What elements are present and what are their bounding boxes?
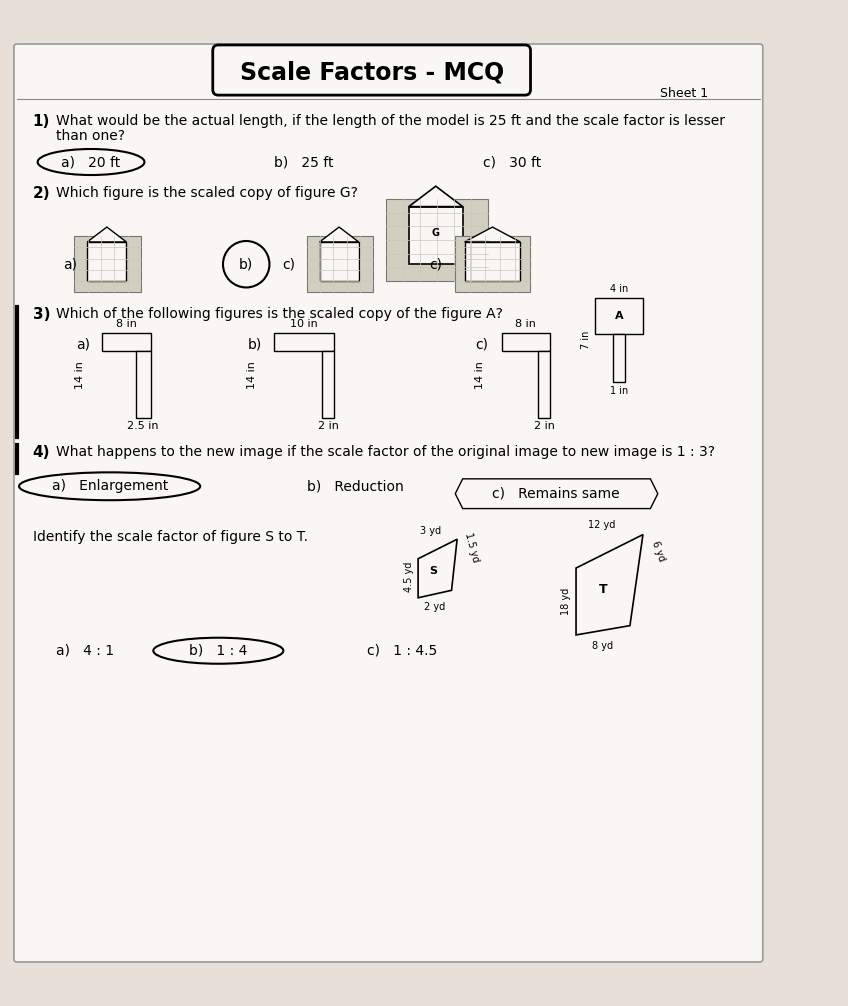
Text: 2.5 in: 2.5 in (127, 422, 159, 432)
Bar (87, 241, 126, 281)
Text: Which of the following figures is the scaled copy of the figure A?: Which of the following figures is the sc… (56, 307, 503, 321)
Text: c): c) (429, 258, 443, 272)
Text: 6 yd: 6 yd (650, 539, 667, 563)
Text: b)   1 : 4: b) 1 : 4 (189, 644, 248, 658)
Text: c)   Remains same: c) Remains same (492, 487, 619, 501)
Text: 14 in: 14 in (75, 361, 86, 389)
Polygon shape (320, 227, 359, 241)
Bar (103, 333, 150, 351)
Text: What happens to the new image if the scale factor of the original image to new i: What happens to the new image if the sca… (56, 446, 715, 460)
Text: c)   30 ft: c) 30 ft (483, 155, 541, 169)
Text: 8 yd: 8 yd (593, 641, 614, 651)
Text: a): a) (64, 258, 77, 272)
Text: 4 in: 4 in (610, 284, 628, 294)
Text: c): c) (282, 258, 295, 272)
Text: 1 in: 1 in (610, 386, 628, 396)
Bar (465, 241, 521, 281)
Bar (613, 334, 625, 382)
Text: b)   Reduction: b) Reduction (307, 479, 404, 493)
Polygon shape (576, 534, 643, 635)
Circle shape (223, 241, 270, 288)
Ellipse shape (37, 149, 144, 175)
Text: c)   1 : 4.5: c) 1 : 4.5 (367, 644, 438, 658)
Text: 2): 2) (32, 186, 50, 201)
Text: than one?: than one? (56, 129, 125, 143)
Text: 8 in: 8 in (516, 319, 536, 329)
Bar (136, 351, 150, 417)
Bar (274, 333, 334, 351)
Text: T: T (599, 583, 607, 597)
Text: 14 in: 14 in (475, 361, 485, 389)
Polygon shape (409, 186, 463, 206)
Text: S: S (430, 566, 438, 576)
Text: 3): 3) (32, 307, 50, 322)
Text: Which figure is the scaled copy of figure G?: Which figure is the scaled copy of figur… (56, 186, 358, 200)
Bar (75, 236, 142, 292)
Polygon shape (418, 539, 457, 598)
Bar (594, 298, 643, 334)
Text: c): c) (476, 338, 488, 352)
Text: a)   Enlargement: a) Enlargement (52, 479, 168, 493)
Text: 3 yd: 3 yd (420, 525, 441, 535)
Text: Sheet 1: Sheet 1 (660, 87, 708, 100)
Text: 4): 4) (32, 446, 50, 461)
Text: What would be the actual length, if the length of the model is 25 ft and the sca: What would be the actual length, if the … (56, 114, 725, 128)
Text: 1.5 yd: 1.5 yd (463, 531, 480, 563)
Text: G: G (432, 227, 440, 237)
FancyBboxPatch shape (14, 44, 763, 962)
Ellipse shape (153, 638, 283, 664)
Text: Identify the scale factor of figure S to T.: Identify the scale factor of figure S to… (32, 530, 308, 544)
Bar (322, 351, 334, 417)
Bar (320, 241, 359, 281)
Bar (502, 333, 550, 351)
Text: b): b) (239, 258, 254, 272)
Text: b): b) (248, 338, 262, 352)
Text: 18 yd: 18 yd (561, 588, 572, 615)
Text: 12 yd: 12 yd (589, 520, 616, 530)
Bar (386, 199, 488, 281)
Text: 8 in: 8 in (116, 319, 137, 329)
Text: 14 in: 14 in (248, 361, 257, 389)
Bar (307, 236, 373, 292)
Text: 4.5 yd: 4.5 yd (404, 561, 415, 592)
Text: 2 in: 2 in (318, 422, 339, 432)
Text: a): a) (76, 338, 90, 352)
Polygon shape (465, 227, 521, 241)
Text: a)   20 ft: a) 20 ft (61, 155, 120, 169)
Polygon shape (455, 479, 658, 509)
Text: a)   4 : 1: a) 4 : 1 (56, 644, 114, 658)
Text: 10 in: 10 in (290, 319, 318, 329)
FancyBboxPatch shape (213, 45, 531, 96)
Bar (455, 236, 530, 292)
Bar (538, 351, 550, 417)
Text: 1): 1) (32, 114, 50, 129)
Text: 2 yd: 2 yd (424, 603, 445, 613)
Text: A: A (615, 311, 623, 321)
Text: b)   25 ft: b) 25 ft (274, 155, 333, 169)
Text: Scale Factors - MCQ: Scale Factors - MCQ (239, 60, 504, 85)
Ellipse shape (19, 473, 200, 500)
Text: 7 in: 7 in (581, 331, 591, 349)
Bar (409, 206, 463, 265)
Polygon shape (87, 227, 126, 241)
Text: 2 in: 2 in (533, 422, 555, 432)
